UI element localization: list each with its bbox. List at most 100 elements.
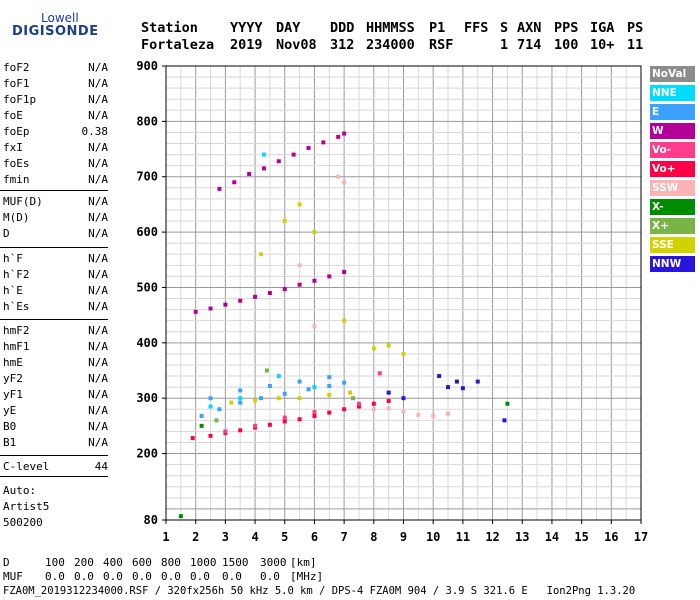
header-value-hhmmss: 234000 — [366, 37, 415, 53]
echo-point — [267, 384, 272, 389]
header-value-iga: 10+ — [590, 37, 615, 53]
legend-item-e: E — [650, 104, 695, 120]
echo-point — [253, 398, 258, 403]
param-value: 0.38 — [81, 125, 109, 138]
echo-point — [348, 390, 353, 395]
param-row-mufd: MUF(D) N/A — [3, 195, 108, 209]
echo-point — [291, 152, 296, 157]
echo-point — [342, 318, 347, 323]
muf-table-distance-cell: 3000 — [260, 556, 287, 569]
y-tick-label: 400 — [136, 336, 158, 350]
x-tick-label: 11 — [456, 530, 470, 544]
echo-point — [336, 134, 341, 139]
param-divider — [0, 455, 108, 456]
header-label-p1: P1 — [429, 20, 446, 36]
muf-table-distance-cell: 100 — [45, 556, 65, 569]
y-tick-label: 200 — [136, 447, 158, 461]
echo-point — [312, 324, 317, 329]
echo-point — [282, 415, 287, 420]
echo-point — [416, 412, 421, 417]
echo-point — [217, 407, 222, 412]
echo-point — [306, 145, 311, 150]
x-tick-label: 17 — [634, 530, 648, 544]
y-tick-label: 900 — [136, 59, 158, 73]
y-tick-label: 300 — [136, 391, 158, 405]
y-tick-label: 500 — [136, 280, 158, 294]
param-name: foF2 — [3, 61, 30, 74]
header-value-p1: RSF — [429, 37, 454, 53]
header-label-pps: PPS — [554, 20, 579, 36]
echo-point — [460, 386, 465, 391]
param-name: h`Es — [3, 300, 30, 313]
echo-point — [342, 180, 347, 185]
echo-point — [253, 423, 258, 428]
x-tick-label: 2 — [192, 530, 199, 544]
echo-point — [342, 380, 347, 385]
param-row-ye: yE N/A — [3, 404, 108, 418]
param-row-foe: foE N/A — [3, 109, 108, 123]
x-tick-label: 7 — [341, 530, 348, 544]
echo-point — [297, 263, 302, 268]
param-value: N/A — [88, 227, 108, 240]
param-divider — [0, 190, 108, 191]
echo-point — [446, 385, 451, 390]
echo-point — [264, 368, 269, 373]
param-value: N/A — [88, 284, 108, 297]
muf-table-muf-cell: 0.0 — [190, 570, 210, 583]
param-name: D — [3, 227, 10, 240]
param-value: N/A — [88, 61, 108, 74]
echo-point — [297, 202, 302, 207]
param-value: N/A — [88, 211, 108, 224]
muf-table-distance-cell: 800 — [161, 556, 181, 569]
echo-point — [208, 306, 213, 311]
param-row-b1: B1 N/A — [3, 436, 108, 450]
param-value: N/A — [88, 157, 108, 170]
logo-digisonde: DIGISONDE — [12, 24, 99, 39]
echo-point — [327, 384, 332, 389]
param-row-fxi: fxI N/A — [3, 141, 108, 155]
echo-point — [238, 428, 243, 433]
echo-point — [199, 413, 204, 418]
echo-point — [223, 429, 228, 434]
echo-point — [505, 401, 510, 406]
echo-point — [190, 436, 195, 441]
param-name: B1 — [3, 436, 17, 449]
echo-point — [312, 410, 317, 415]
legend-item-x: X- — [650, 199, 695, 215]
echo-point — [312, 278, 317, 283]
x-tick-label: 14 — [545, 530, 559, 544]
echo-point — [306, 387, 311, 392]
echo-point — [261, 166, 266, 171]
muf-table-distance-cell: 1000 — [190, 556, 217, 569]
header-value-pps: 100 — [554, 37, 579, 53]
param-row-hf2: h`F2 N/A — [3, 268, 108, 282]
param-name: fxI — [3, 141, 23, 154]
echo-point — [193, 309, 198, 314]
echo-point — [232, 180, 237, 185]
x-tick-label: 8 — [370, 530, 377, 544]
header-label-year: YYYY — [230, 20, 263, 36]
echo-point — [238, 298, 243, 303]
param-value: N/A — [88, 173, 108, 186]
echo-point — [247, 171, 252, 176]
echo-point — [342, 131, 347, 136]
header-value-day: Nov08 — [276, 37, 317, 53]
echo-point — [437, 374, 442, 379]
param-value: N/A — [88, 141, 108, 154]
legend-item-ssw: SSW — [650, 180, 695, 196]
echo-point — [327, 410, 332, 415]
echo-point — [282, 219, 287, 224]
param-row-fof1: foF1 N/A — [3, 77, 108, 91]
param-name: h`E — [3, 284, 23, 297]
echo-point — [214, 418, 219, 423]
header-label-day: DAY — [276, 20, 301, 36]
echo-point — [223, 302, 228, 307]
param-row-he: h`E N/A — [3, 284, 108, 298]
muf-table-distance-cell: 600 — [132, 556, 152, 569]
x-tick-label: 16 — [604, 530, 618, 544]
y-tick-label: 600 — [136, 225, 158, 239]
echo-point — [261, 152, 266, 157]
param-value: N/A — [88, 324, 108, 337]
header-value-station: Fortaleza — [141, 37, 215, 53]
x-tick-label: 6 — [311, 530, 318, 544]
